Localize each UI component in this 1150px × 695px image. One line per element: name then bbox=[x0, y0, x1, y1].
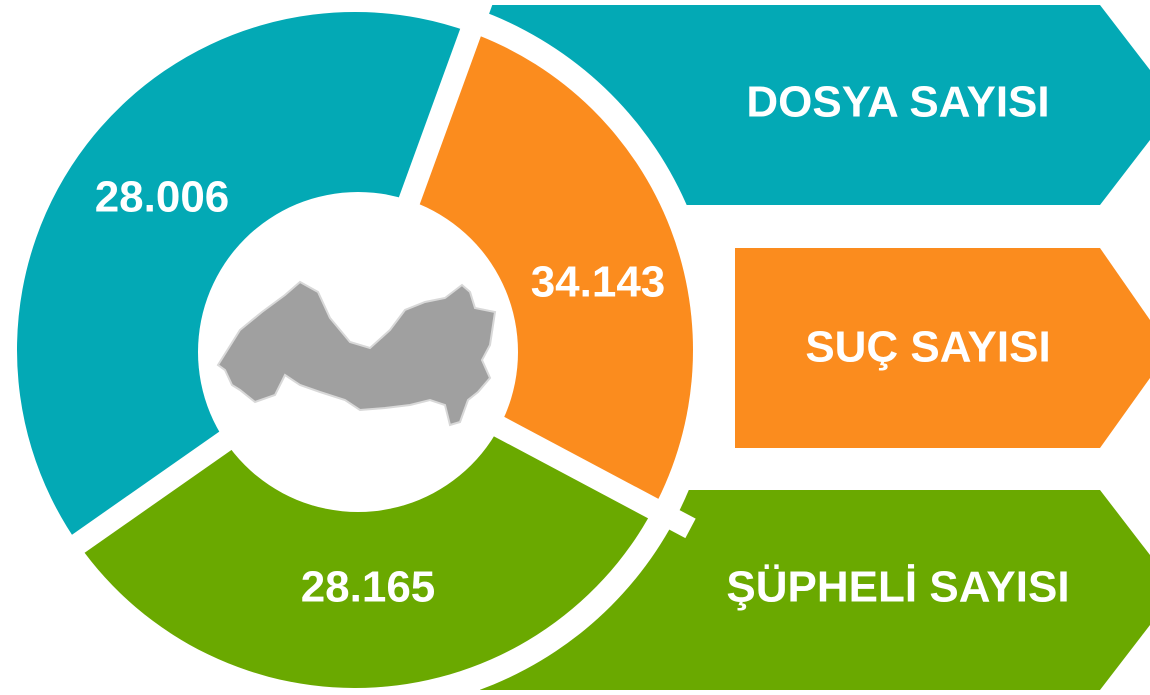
value-green: 28.165 bbox=[301, 563, 436, 612]
value-orange: 34.143 bbox=[531, 258, 666, 307]
label-suc: SUÇ SAYISI bbox=[805, 323, 1050, 372]
map-shape bbox=[216, 280, 497, 427]
value-teal: 28.006 bbox=[95, 173, 230, 222]
label-supheli: ŞÜPHELİ SAYISI bbox=[726, 563, 1069, 612]
label-dosya: DOSYA SAYISI bbox=[746, 78, 1049, 127]
arrow-orange bbox=[735, 248, 1150, 448]
